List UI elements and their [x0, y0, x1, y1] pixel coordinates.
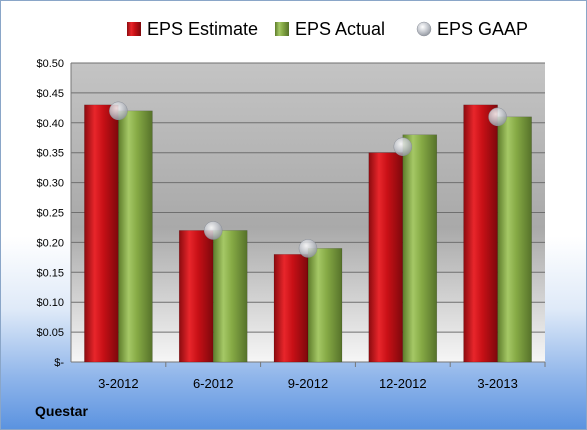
x-tick-label: 3-2012	[98, 376, 138, 391]
marker-eps-gaap	[109, 101, 128, 121]
y-tick-label: $0.10	[36, 297, 64, 309]
y-tick-label: $0.25	[36, 208, 64, 220]
legend-swatch-eps-estimate	[127, 22, 141, 36]
y-tick-label: $0.45	[36, 88, 64, 100]
bar-eps-estimate	[273, 254, 309, 363]
y-tick-label: $0.05	[36, 327, 64, 339]
legend-swatch-eps-actual	[275, 22, 289, 36]
legend-label: EPS Actual	[295, 19, 385, 39]
legend-label: EPS Estimate	[147, 19, 258, 39]
bar-eps-actual	[402, 134, 438, 363]
y-tick-label: $0.20	[36, 237, 64, 249]
bar-eps-estimate	[463, 104, 498, 363]
bar-eps-estimate	[368, 152, 404, 363]
y-tick-label: $0.15	[36, 267, 64, 279]
marker-eps-gaap	[393, 137, 413, 156]
gaap-markers	[109, 101, 507, 258]
bar-eps-actual	[497, 116, 532, 363]
bar-eps-actual	[212, 230, 248, 363]
company-name: Questar	[35, 403, 88, 419]
y-tick-label: $0.30	[36, 178, 64, 190]
legend-label: EPS GAAP	[437, 19, 528, 39]
y-tick-label: $0.50	[36, 58, 64, 70]
marker-eps-gaap	[298, 239, 318, 258]
marker-eps-gaap	[203, 221, 223, 240]
y-tick-label: $-	[54, 357, 64, 369]
bar-eps-actual	[307, 248, 343, 363]
x-axis: 3-2012 6-2012 9-2012 12-2012 3-2013	[98, 362, 546, 391]
y-tick-label: $0.40	[36, 118, 64, 130]
bar-eps-estimate	[178, 230, 214, 363]
x-tick-label: 9-2012	[288, 376, 328, 391]
bars	[84, 104, 532, 363]
legend-swatch-eps-gaap	[416, 21, 432, 37]
bar-eps-actual	[118, 110, 153, 363]
x-tick-label: 3-2013	[477, 376, 517, 391]
y-tick-label: $0.35	[36, 148, 64, 160]
legend: EPS Estimate EPS Actual EPS GAAP	[127, 19, 528, 39]
x-tick-label: 12-2012	[379, 376, 427, 391]
bar-eps-estimate	[84, 104, 119, 363]
marker-eps-gaap	[488, 107, 507, 127]
x-tick-label: 6-2012	[193, 376, 233, 391]
